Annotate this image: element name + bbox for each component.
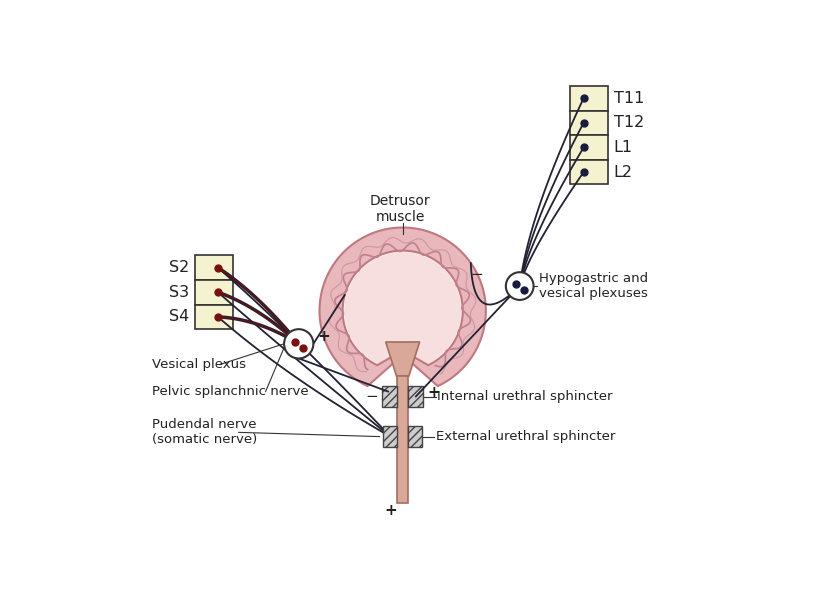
FancyBboxPatch shape	[195, 255, 233, 280]
Circle shape	[506, 272, 534, 300]
Text: External urethral sphincter: External urethral sphincter	[436, 430, 615, 443]
FancyBboxPatch shape	[195, 280, 233, 305]
Text: T12: T12	[614, 115, 644, 130]
FancyBboxPatch shape	[570, 86, 608, 110]
Text: Vesical plexus: Vesical plexus	[152, 358, 245, 371]
Text: L1: L1	[614, 140, 632, 155]
FancyBboxPatch shape	[408, 386, 424, 407]
Text: Pelvic splanchnic nerve: Pelvic splanchnic nerve	[152, 385, 308, 398]
FancyBboxPatch shape	[408, 426, 422, 447]
Text: T11: T11	[614, 91, 644, 106]
FancyBboxPatch shape	[397, 376, 408, 503]
Circle shape	[284, 329, 313, 358]
Text: Detrusor
muscle: Detrusor muscle	[370, 194, 430, 224]
Polygon shape	[385, 342, 420, 376]
FancyBboxPatch shape	[383, 426, 397, 447]
Text: S4: S4	[170, 310, 189, 325]
Text: −: −	[365, 389, 378, 404]
FancyBboxPatch shape	[570, 110, 608, 135]
Text: +: +	[427, 385, 440, 400]
FancyBboxPatch shape	[382, 386, 397, 407]
Text: Pudendal nerve
(somatic nerve): Pudendal nerve (somatic nerve)	[152, 418, 257, 446]
Text: S3: S3	[170, 285, 189, 300]
Polygon shape	[319, 227, 486, 386]
FancyBboxPatch shape	[195, 305, 233, 329]
Text: Hypogastric and
vesical plexuses: Hypogastric and vesical plexuses	[539, 272, 648, 300]
Text: +: +	[385, 503, 398, 518]
Text: Internal urethral sphincter: Internal urethral sphincter	[438, 390, 613, 403]
Text: −: −	[470, 267, 483, 282]
Text: +: +	[317, 329, 330, 344]
Polygon shape	[344, 252, 461, 364]
Text: S2: S2	[170, 260, 189, 275]
Text: L2: L2	[614, 164, 632, 179]
FancyBboxPatch shape	[570, 160, 608, 184]
FancyBboxPatch shape	[570, 135, 608, 160]
